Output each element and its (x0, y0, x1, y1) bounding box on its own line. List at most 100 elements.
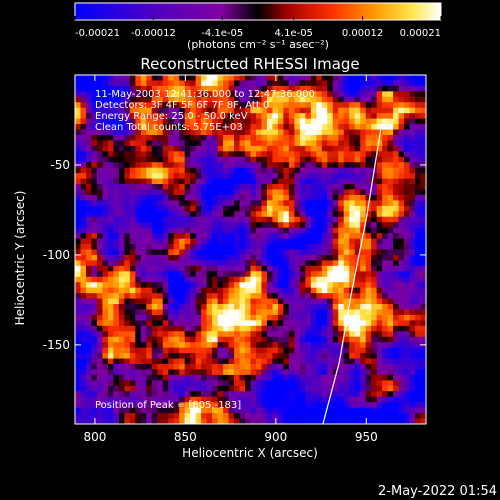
heatmap-cell (266, 413, 273, 419)
heatmap-cell (255, 151, 262, 158)
heatmap-cell (217, 233, 224, 239)
heatmap-cell (195, 151, 202, 158)
heatmap-cell (371, 265, 378, 272)
heatmap-cell (223, 260, 229, 267)
heatmap-cell (387, 342, 394, 349)
heatmap-cell (354, 162, 361, 169)
heatmap-cell (261, 353, 268, 359)
heatmap-cell (321, 238, 328, 245)
heatmap-cell (288, 249, 295, 256)
heatmap-cell (162, 336, 169, 343)
heatmap-cell (239, 298, 246, 305)
heatmap-cell (327, 233, 334, 239)
heatmap-cell (245, 96, 251, 103)
heatmap-cell (294, 254, 301, 261)
heatmap-cell (140, 331, 147, 338)
heatmap-cell (195, 287, 202, 294)
heatmap-cell (321, 385, 328, 392)
heatmap-cell (228, 189, 235, 196)
heatmap-cell (332, 265, 339, 272)
heatmap-cell (255, 353, 262, 359)
heatmap-cell (245, 331, 251, 338)
heatmap-cell (140, 402, 147, 409)
heatmap-cell (80, 260, 87, 267)
heatmap-cell (228, 353, 235, 359)
heatmap-cell (179, 118, 186, 125)
heatmap-cell (195, 184, 202, 190)
heatmap-cell (305, 391, 312, 398)
heatmap-cell (360, 244, 367, 250)
heatmap-cell (162, 200, 169, 207)
heatmap-cell (184, 287, 191, 294)
heatmap-cell (151, 222, 158, 229)
heatmap-cell (80, 162, 87, 169)
heatmap-cell (96, 320, 103, 327)
heatmap-cell (124, 331, 131, 338)
heatmap-cell (332, 260, 339, 267)
heatmap-cell (162, 331, 169, 338)
heatmap-cell (255, 156, 262, 163)
heatmap-cell (255, 364, 262, 370)
heatmap-cell (409, 205, 416, 212)
heatmap-cell (294, 271, 301, 278)
heatmap-cell (80, 80, 87, 87)
heatmap-cell (190, 391, 197, 398)
heatmap-cell (316, 391, 323, 398)
heatmap-cell (168, 178, 175, 185)
heatmap-cell (299, 369, 306, 376)
heatmap-cell (393, 358, 399, 365)
heatmap-cell (146, 233, 153, 239)
heatmap-cell (96, 118, 103, 125)
heatmap-cell (387, 205, 394, 212)
heatmap-cell (332, 396, 339, 403)
heatmap-cell (288, 151, 295, 158)
heatmap-cell (245, 173, 251, 180)
heatmap-cell (151, 211, 158, 218)
heatmap-cell (299, 391, 306, 398)
heatmap-cell (107, 282, 114, 289)
heatmap-cell (151, 271, 158, 278)
heatmap-cell (255, 184, 262, 190)
heatmap-cell (201, 205, 208, 212)
heatmap-cell (85, 282, 92, 289)
heatmap-cell (299, 200, 306, 207)
heatmap-cell (387, 271, 394, 278)
heatmap-cell (382, 129, 389, 136)
heatmap-cell (135, 156, 142, 163)
heatmap-cell (305, 216, 312, 223)
heatmap-cell (113, 167, 120, 174)
heatmap-cell (277, 200, 284, 207)
heatmap-cell (217, 358, 224, 365)
heatmap-cell (228, 200, 235, 207)
heatmap-cell (354, 184, 361, 190)
heatmap-cell (129, 244, 136, 250)
heatmap-cell (234, 173, 240, 180)
heatmap-cell (354, 298, 361, 305)
heatmap-cell (420, 145, 426, 152)
heatmap-cell (140, 282, 147, 289)
heatmap-cell (195, 194, 202, 201)
heatmap-cell (393, 134, 399, 141)
heatmap-cell (157, 402, 164, 409)
heatmap-cell (294, 189, 301, 196)
heatmap-cell (343, 233, 350, 239)
heatmap-cell (245, 227, 251, 234)
heatmap-cell (129, 162, 136, 169)
heatmap-cell (393, 233, 399, 239)
heatmap-cell (245, 140, 251, 147)
heatmap-cell (217, 347, 224, 354)
heatmap-cell (393, 227, 399, 234)
heatmap-cell (409, 96, 416, 103)
heatmap-cell (168, 184, 175, 190)
heatmap-cell (294, 249, 301, 256)
heatmap-cell (102, 189, 109, 196)
heatmap-cell (393, 325, 399, 332)
heatmap-cell (151, 216, 158, 223)
y-tick-label: -50 (50, 158, 70, 172)
heatmap-cell (332, 80, 339, 87)
heatmap-cell (151, 287, 158, 294)
heatmap-cell (387, 178, 394, 185)
heatmap-cell (376, 200, 383, 207)
heatmap-cell (360, 364, 367, 370)
heatmap-cell (217, 167, 224, 174)
